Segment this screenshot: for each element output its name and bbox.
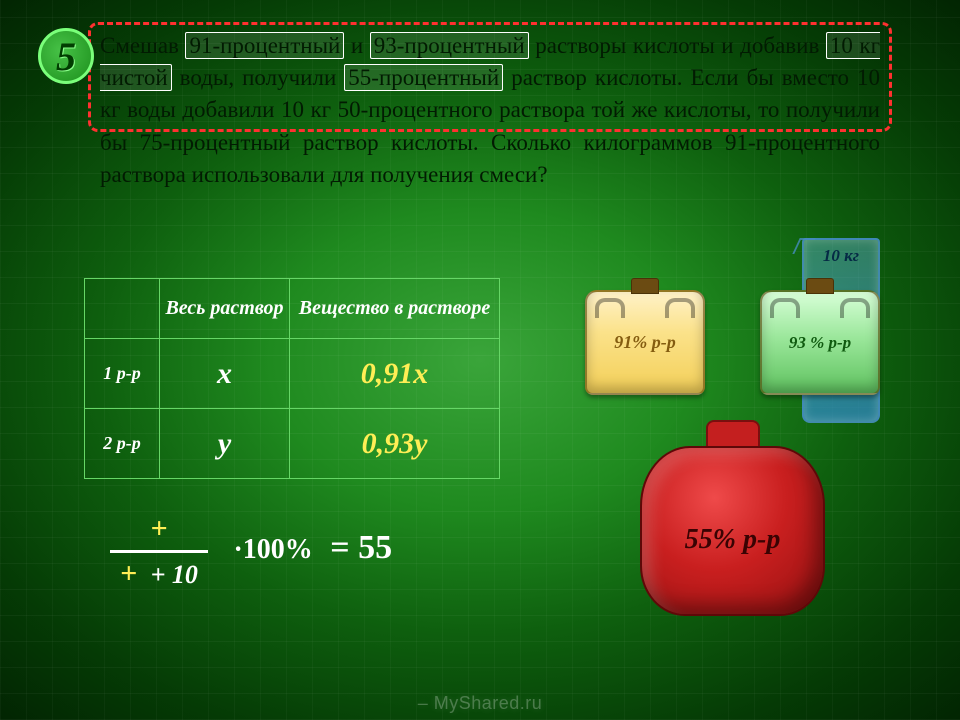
text: растворы кислоты и добавив: [529, 33, 826, 58]
canister1-label: 91% р-р: [587, 292, 703, 393]
highlight-91pct: 91-процентный: [185, 32, 344, 59]
highlight-93pct: 93-процентный: [370, 32, 529, 59]
problem-number: 5: [56, 33, 76, 80]
denominator-plus10: + 10: [151, 560, 198, 589]
text: воды, получили: [172, 65, 345, 90]
table-row1-whole: x: [160, 339, 290, 409]
table-row1-substance: 0,91x: [290, 339, 500, 409]
table-header-empty: [85, 279, 160, 339]
table-header-whole: Весь раствор: [160, 279, 290, 339]
text: и: [344, 33, 369, 58]
table-row2-substance: 0,93y: [290, 409, 500, 479]
flask-label: 55% р-р: [640, 524, 825, 556]
solution-table: Весь раствор Вещество в растворе 1 р-р x…: [84, 278, 500, 479]
times-100pct: ·100%: [233, 534, 312, 565]
fraction-bar: [110, 550, 208, 553]
table-header-substance: Вещество в растворе: [290, 279, 500, 339]
highlight-55pct: 55-процентный: [344, 64, 503, 91]
equation: + + + 10 ·100% = 55: [110, 510, 392, 593]
beaker-label: 10 кг: [804, 246, 878, 266]
canister-91pct: 91% р-р: [585, 290, 705, 395]
problem-statement: Смешав 91-процентный и 93-процентный рас…: [100, 30, 880, 191]
table-row2-whole: y: [160, 409, 290, 479]
text: Смешав: [100, 33, 185, 58]
denominator-plus: +: [120, 557, 137, 590]
table-row2-label: 2 р-р: [85, 409, 160, 479]
problem-number-badge: 5: [38, 28, 94, 84]
watermark: – MyShared.ru: [0, 693, 960, 714]
canister-93pct: 93 % р-р: [760, 290, 880, 395]
canister2-label: 93 % р-р: [762, 292, 878, 393]
fraction: + + + 10: [110, 510, 208, 593]
equals-result: = 55: [330, 529, 392, 566]
table-row1-label: 1 р-р: [85, 339, 160, 409]
numerator-plus: +: [150, 512, 167, 545]
output-flask: 55% р-р: [640, 420, 825, 620]
